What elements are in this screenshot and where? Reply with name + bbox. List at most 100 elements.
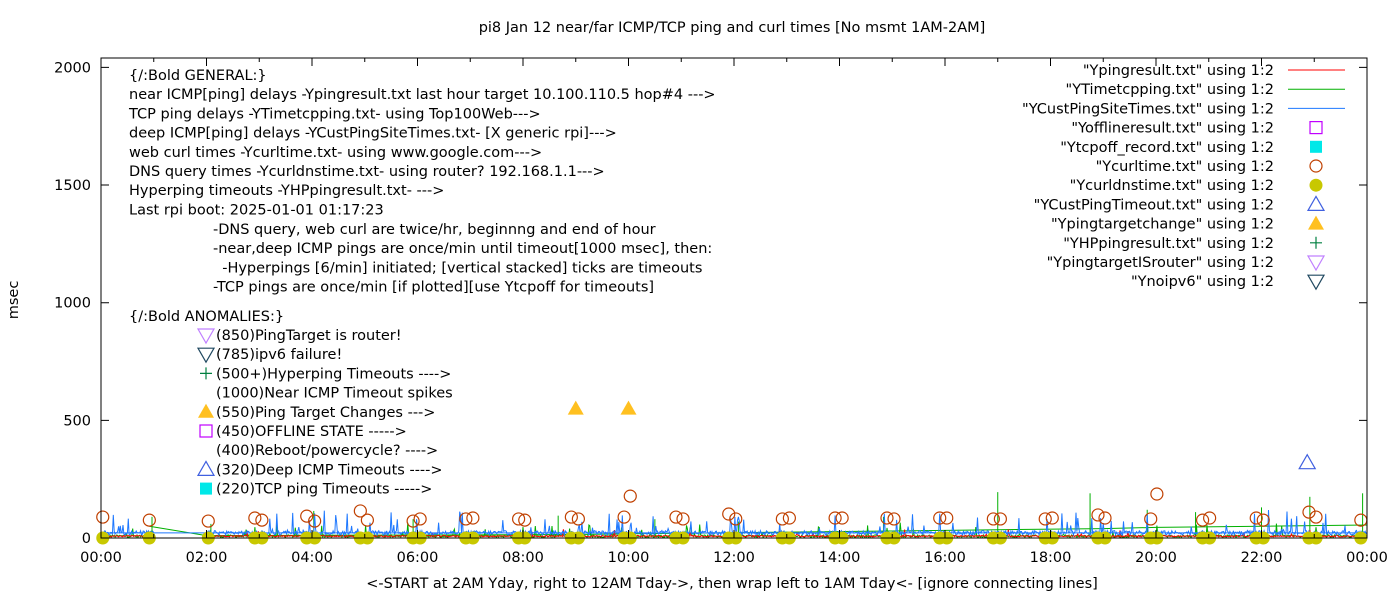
anomaly-text: (320)Deep ICMP Timeouts ----> (216, 462, 443, 478)
anomaly-marker (196, 328, 216, 345)
anomaly-text: (550)Ping Target Changes ---> (216, 405, 435, 421)
legend-label: "Ycurldnstime.txt" using 1:2 (1070, 178, 1274, 194)
x-tick-label: 22:00 (1241, 550, 1283, 566)
curltime-point (96, 510, 110, 524)
curltime-point (459, 512, 473, 526)
curltime-point (1302, 505, 1316, 519)
y-tick-label: 500 (63, 413, 91, 429)
anomaly-text: (220)TCP ping Timeouts -----> (216, 482, 432, 498)
chart-title: pi8 Jan 12 near/far ICMP/TCP ping and cu… (479, 20, 986, 36)
curltime-point (1045, 511, 1059, 525)
y-tick-label: 1000 (54, 296, 91, 312)
curltime-point (880, 511, 894, 525)
general-text-line: DNS query times -Ycurldnstime.txt- using… (129, 164, 605, 180)
curltime-point (933, 511, 947, 525)
x-tick-label: 02:00 (186, 550, 228, 566)
x-axis-label: <-START at 2AM Yday, right to 12AM Tday-… (366, 576, 1098, 592)
curltime-point (255, 513, 269, 527)
x-tick-label: 20:00 (1135, 550, 1177, 566)
curltime-point (564, 510, 578, 524)
legend-marker (1310, 140, 1322, 153)
legend-label: "Ycurltime.txt" using 1:2 (1096, 159, 1274, 175)
notes-text-line: -TCP pings are once/min [if plotted][use… (213, 280, 654, 296)
curltime-point (993, 512, 1007, 526)
general-text-line: web curl times -Ycurltime.txt- using www… (129, 145, 542, 161)
plus-mark (200, 367, 212, 380)
anomaly-marker (198, 403, 214, 418)
anomaly-text: (400)Reboot/powercycle? ----> (216, 443, 438, 459)
legend-marker (1309, 178, 1323, 192)
curltime-point (617, 510, 631, 524)
curltime-point (518, 513, 532, 527)
anomaly-marker (200, 482, 212, 495)
curltime-point (1038, 512, 1052, 526)
curltime-point (828, 511, 842, 525)
legend-label: "Ypingtargetchange" using 1:2 (1051, 217, 1274, 233)
curltime-point (1091, 508, 1105, 522)
legend-label: "YCustPingSiteTimes.txt" using 1:2 (1022, 101, 1274, 117)
curltime-point (775, 512, 789, 526)
x-tick-label: 12:00 (713, 550, 755, 566)
curltime-point (248, 511, 262, 525)
curltime-point (1256, 513, 1270, 527)
curltime-point (1195, 513, 1210, 527)
legend-marker (1306, 195, 1326, 211)
pingtargetchange-point (620, 400, 637, 415)
anomaly-text: (850)PingTarget is router! (216, 328, 402, 344)
legend-marker (1306, 255, 1326, 272)
curltime-point (1144, 512, 1158, 526)
legend-label: "Ypingresult.txt" using 1:2 (1083, 63, 1274, 79)
curltime-point (360, 513, 374, 527)
curltime-point (782, 511, 796, 525)
curltime-point (1309, 510, 1323, 524)
curltime-point (1249, 511, 1263, 525)
curltime-point (466, 511, 480, 525)
anomaly-marker (196, 460, 216, 476)
x-tick-label: 10:00 (608, 550, 650, 566)
plus-mark (1310, 236, 1322, 249)
legend-label: "Yofflineresult.txt" using 1:2 (1071, 121, 1274, 137)
curltime-point (887, 512, 901, 526)
anomaly-marker (196, 347, 216, 364)
legend-label: "Ynoipv6" using 1:2 (1131, 274, 1274, 290)
x-tick-label: 14:00 (819, 550, 861, 566)
y-axis-label: msec (6, 281, 22, 320)
curltime-point (353, 504, 367, 518)
curltime-point (940, 511, 954, 525)
anomaly-text: (1000)Near ICMP Timeout spikes (216, 386, 453, 402)
general-text-line: TCP ping delays -YTimetcpping.txt- using… (128, 106, 541, 122)
legend-marker (1310, 236, 1322, 249)
curltime-point (1150, 487, 1164, 501)
legend-marker (1309, 120, 1323, 135)
legend-label: "YHPpingresult.txt" using 1:2 (1063, 236, 1274, 252)
y-tick-label: 0 (82, 531, 91, 547)
curltime-point (1354, 513, 1368, 527)
anomaly-marker (200, 367, 212, 380)
curltime-point (835, 511, 849, 525)
legend-marker (1308, 215, 1324, 230)
x-tick-label: 04:00 (291, 550, 333, 566)
x-tick-label: 16:00 (924, 550, 966, 566)
curltime-point (676, 512, 690, 526)
curltime-point (512, 512, 526, 526)
x-tick-label: 00:00 (1346, 550, 1388, 566)
curltime-point (300, 509, 314, 523)
general-text-line: {/:Bold GENERAL:} (129, 68, 267, 84)
general-text-line: deep ICMP[ping] delays -YCustPingSiteTim… (129, 126, 617, 142)
curltime-point (729, 512, 743, 526)
custpingtimeout-point (1298, 453, 1317, 470)
y-tick-label: 1500 (54, 178, 91, 194)
notes-text-line: -Hyperpings [6/min] initiated; [vertical… (213, 260, 702, 276)
anomalies-title: {/:Bold ANOMALIES:} (129, 309, 284, 325)
curltime-point (142, 513, 156, 527)
anomaly-text: (785)ipv6 failure! (216, 347, 342, 363)
curltime-point (986, 512, 1000, 526)
x-tick-label: 06:00 (397, 550, 439, 566)
legend-marker (1309, 159, 1323, 173)
curltime-point (406, 514, 420, 528)
curltime-point (623, 489, 637, 503)
legend-label: "YTimetcpping.txt" using 1:2 (1066, 82, 1274, 98)
general-text-line: near ICMP[ping] delays -Ypingresult.txt … (129, 87, 716, 103)
